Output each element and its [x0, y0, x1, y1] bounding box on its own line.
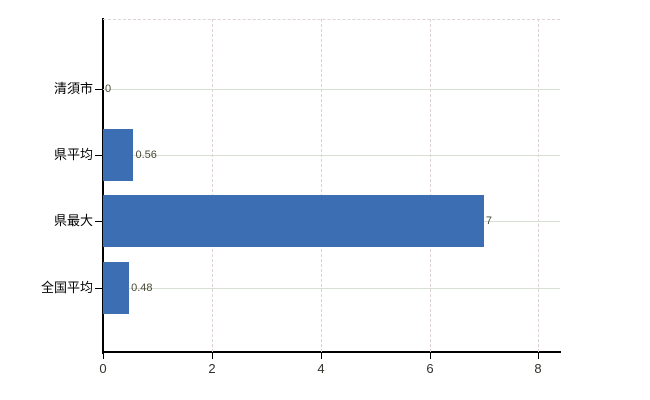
x-axis-line [102, 351, 561, 353]
gridline-y-3 [103, 288, 560, 289]
x-tick-6 [430, 352, 431, 359]
y-tick-2 [95, 221, 103, 222]
y-label-zenkokuheikin: 全国平均 [40, 280, 93, 295]
x-label-6: 6 [426, 361, 434, 376]
gridline-x-6 [430, 19, 431, 352]
x-label-0: 0 [99, 361, 107, 376]
x-tick-2 [212, 352, 213, 359]
y-tick-3 [95, 288, 103, 289]
x-label-4: 4 [317, 361, 325, 376]
gridline-y-0 [103, 89, 560, 90]
y-label-kensaidai: 県最大 [53, 213, 93, 228]
plot-area: 0 0.56 7 0.48 [103, 19, 560, 352]
bar-value-label-3: 0.48 [131, 282, 153, 294]
bar-value-label-1: 0.56 [135, 149, 157, 161]
gridline-x-2 [212, 19, 213, 352]
bar-kensaidai[interactable] [103, 195, 484, 247]
gridline-y-1 [103, 155, 560, 156]
x-label-8: 8 [534, 361, 542, 376]
bar-value-label-0: 0 [105, 83, 112, 95]
x-tick-0 [103, 352, 104, 359]
y-label-seiyokushi: 清須市 [53, 81, 93, 96]
gridline-x-4 [321, 19, 322, 352]
bar-kenheikin[interactable] [103, 129, 134, 181]
x-label-2: 2 [208, 361, 216, 376]
y-tick-0 [95, 89, 103, 90]
top-gridline [103, 19, 560, 20]
bar-zenkokuheikin[interactable] [103, 262, 130, 314]
bar-value-label-2: 7 [485, 215, 492, 227]
y-axis-labels: 清須市 県平均 県最大 全国平均 [0, 0, 93, 400]
x-tick-8 [538, 352, 539, 359]
gridline-x-8 [538, 19, 539, 352]
x-tick-4 [321, 352, 322, 359]
y-axis-line [102, 18, 104, 354]
y-tick-1 [95, 155, 103, 156]
y-label-kenheikin: 県平均 [53, 147, 93, 162]
